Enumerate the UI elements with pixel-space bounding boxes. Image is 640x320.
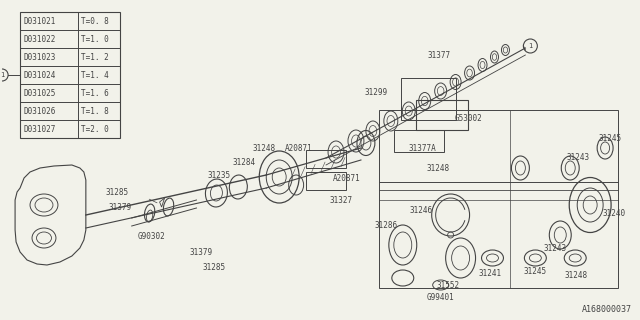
Text: 31240: 31240: [602, 209, 626, 218]
Text: T=1. 4: T=1. 4: [81, 70, 109, 79]
Text: G99401: G99401: [427, 293, 454, 302]
Bar: [401, 78, 456, 120]
Text: D031023: D031023: [23, 52, 56, 61]
Bar: [306, 150, 346, 168]
Text: 31286: 31286: [374, 220, 397, 229]
Text: 31248: 31248: [564, 270, 588, 279]
Text: D031021: D031021: [23, 17, 56, 26]
Text: T=1. 6: T=1. 6: [81, 89, 109, 98]
Text: 31235: 31235: [208, 171, 231, 180]
Text: A20871: A20871: [285, 143, 313, 153]
Text: D031027: D031027: [23, 124, 56, 133]
Text: D031026: D031026: [23, 107, 56, 116]
Text: T=1. 2: T=1. 2: [81, 52, 109, 61]
Text: A168000037: A168000037: [582, 305, 632, 314]
Text: 31284: 31284: [233, 157, 256, 166]
Text: G90302: G90302: [138, 231, 166, 241]
Text: 31248: 31248: [426, 164, 449, 172]
Text: D031024: D031024: [23, 70, 56, 79]
Text: 31377: 31377: [427, 51, 450, 60]
Bar: [416, 100, 468, 130]
Text: 31245: 31245: [598, 133, 621, 142]
Text: 1: 1: [528, 43, 532, 49]
Text: 31377A: 31377A: [409, 143, 436, 153]
Text: 31245: 31245: [524, 268, 547, 276]
Bar: [394, 130, 444, 152]
Text: G53002: G53002: [454, 114, 483, 123]
Text: A20871: A20871: [333, 173, 361, 182]
Bar: [20, 12, 120, 138]
Text: 31248: 31248: [253, 143, 276, 153]
Text: 31379: 31379: [190, 247, 213, 257]
Text: 31379: 31379: [108, 203, 131, 212]
Text: 31552: 31552: [436, 281, 460, 290]
Text: 31243: 31243: [544, 244, 567, 252]
Text: 31241: 31241: [479, 269, 502, 278]
Text: T=1. 8: T=1. 8: [81, 107, 109, 116]
Text: 31285: 31285: [105, 188, 128, 196]
Text: 1: 1: [0, 72, 4, 78]
Text: 31246: 31246: [409, 205, 432, 214]
Text: 31327: 31327: [330, 196, 353, 204]
Text: 31243: 31243: [566, 153, 590, 162]
Text: D031022: D031022: [23, 35, 56, 44]
Text: D031025: D031025: [23, 89, 56, 98]
Text: T=0. 8: T=0. 8: [81, 17, 109, 26]
Bar: [306, 172, 346, 190]
Text: 31285: 31285: [203, 263, 226, 273]
Text: 31299: 31299: [364, 87, 387, 97]
Text: T=2. 0: T=2. 0: [81, 124, 109, 133]
Text: T=1. 0: T=1. 0: [81, 35, 109, 44]
